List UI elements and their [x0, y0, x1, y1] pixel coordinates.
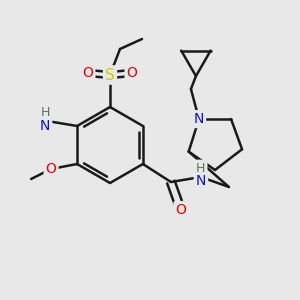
Text: O: O	[82, 66, 93, 80]
Text: O: O	[46, 162, 56, 176]
Text: H: H	[40, 106, 50, 119]
Text: N: N	[194, 112, 204, 126]
Text: S: S	[105, 68, 115, 82]
Text: N: N	[196, 174, 206, 188]
Text: H: H	[196, 161, 206, 175]
Text: O: O	[127, 66, 137, 80]
Text: N: N	[40, 119, 50, 133]
Text: O: O	[176, 203, 186, 217]
